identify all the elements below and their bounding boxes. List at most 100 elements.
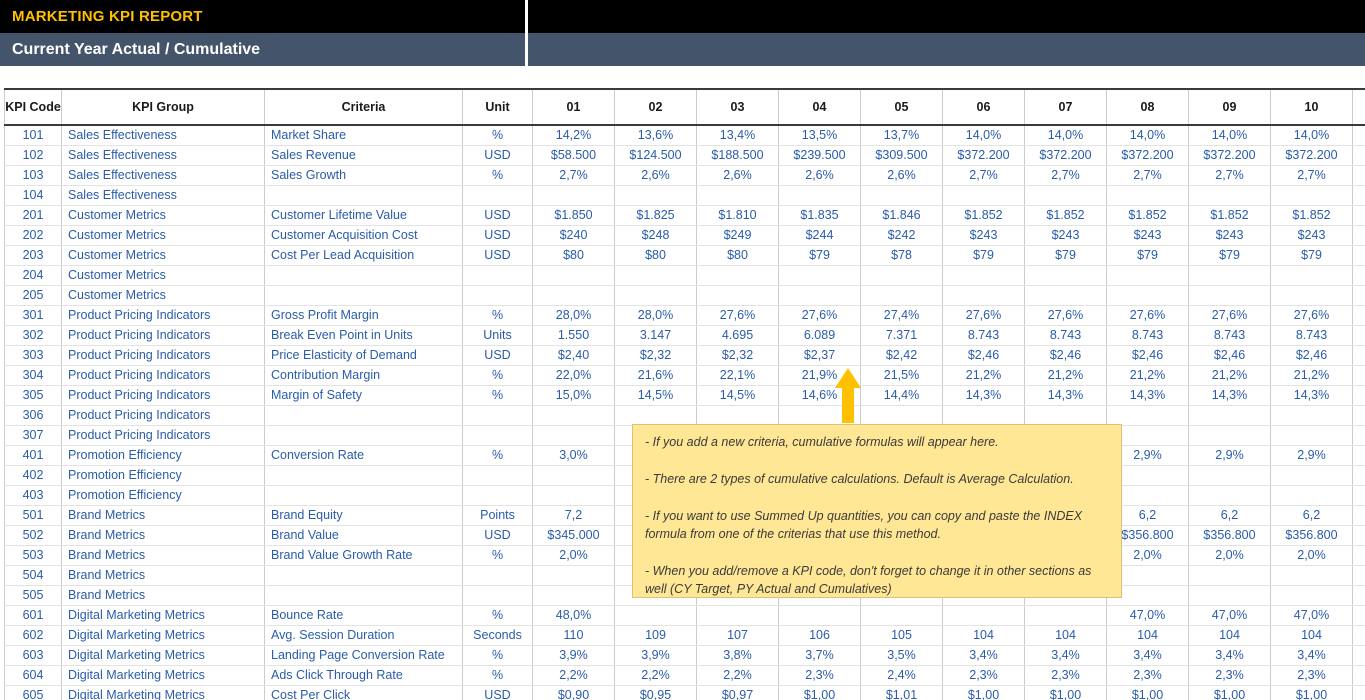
header-month-02[interactable]: 02 <box>614 88 697 126</box>
cell-value-m06[interactable]: $2,46 <box>942 345 1025 366</box>
cell-value-m03[interactable]: 4.695 <box>696 325 779 346</box>
cell-kpi-code[interactable]: 604 <box>4 665 62 686</box>
cell-unit[interactable]: % <box>462 125 533 146</box>
cell-value-m09[interactable]: 2,9% <box>1188 445 1271 466</box>
cell-value-m11[interactable] <box>1352 185 1365 206</box>
cell-value-m11[interactable] <box>1352 585 1365 606</box>
cell-value-m10[interactable]: $79 <box>1270 245 1353 266</box>
cell-criteria[interactable]: Gross Profit Margin <box>264 305 463 326</box>
cell-value-m11[interactable]: 21,2% <box>1352 365 1365 386</box>
cell-value-m03[interactable]: 13,4% <box>696 125 779 146</box>
cell-value-m10[interactable]: $1.852 <box>1270 205 1353 226</box>
cell-value-m01[interactable]: 7,2 <box>532 505 615 526</box>
cell-value-m01[interactable]: 3,9% <box>532 645 615 666</box>
header-criteria[interactable]: Criteria <box>264 88 463 126</box>
cell-kpi-code[interactable]: 605 <box>4 685 62 700</box>
cell-kpi-group[interactable]: Digital Marketing Metrics <box>61 625 265 646</box>
cell-kpi-code[interactable]: 601 <box>4 605 62 626</box>
cell-value-m07[interactable]: $1.852 <box>1024 205 1107 226</box>
cell-value-m05[interactable] <box>860 265 943 286</box>
cell-value-m02[interactable]: 21,6% <box>614 365 697 386</box>
cell-value-m11[interactable]: 47,0% <box>1352 605 1365 626</box>
cell-value-m11[interactable]: $243 <box>1352 225 1365 246</box>
cell-criteria[interactable] <box>264 485 463 506</box>
up-arrow-shape[interactable] <box>835 368 861 423</box>
cell-value-m10[interactable] <box>1270 185 1353 206</box>
cell-value-m09[interactable]: $2,46 <box>1188 345 1271 366</box>
cell-value-m10[interactable]: 47,0% <box>1270 605 1353 626</box>
cell-value-m05[interactable] <box>860 405 943 426</box>
header-kpi-group[interactable]: KPI Group <box>61 88 265 126</box>
cell-value-m08[interactable]: $372.200 <box>1106 145 1189 166</box>
cell-value-m01[interactable]: 28,0% <box>532 305 615 326</box>
cell-value-m05[interactable]: 13,7% <box>860 125 943 146</box>
cell-value-m09[interactable] <box>1188 465 1271 486</box>
cell-criteria[interactable]: Landing Page Conversion Rate <box>264 645 463 666</box>
header-unit[interactable]: Unit <box>462 88 533 126</box>
cell-value-m02[interactable] <box>614 265 697 286</box>
cell-value-m10[interactable]: 2,0% <box>1270 545 1353 566</box>
cell-value-m02[interactable]: $0,95 <box>614 685 697 700</box>
cell-value-m01[interactable]: 110 <box>532 625 615 646</box>
cell-value-m04[interactable] <box>778 285 861 306</box>
cell-value-m09[interactable] <box>1188 425 1271 446</box>
cell-kpi-group[interactable]: Customer Metrics <box>61 265 265 286</box>
cell-unit[interactable] <box>462 485 533 506</box>
cell-kpi-code[interactable]: 602 <box>4 625 62 646</box>
cell-criteria[interactable] <box>264 465 463 486</box>
cell-value-m08[interactable]: 27,6% <box>1106 305 1189 326</box>
cell-criteria[interactable] <box>264 285 463 306</box>
cell-value-m08[interactable]: $1.852 <box>1106 205 1189 226</box>
cell-value-m08[interactable]: 14,3% <box>1106 385 1189 406</box>
cell-value-m04[interactable]: 2,3% <box>778 665 861 686</box>
cell-unit[interactable]: % <box>462 445 533 466</box>
cell-value-m07[interactable]: 8.743 <box>1024 325 1107 346</box>
cell-value-m06[interactable] <box>942 285 1025 306</box>
cell-value-m06[interactable]: 3,4% <box>942 645 1025 666</box>
cell-unit[interactable]: USD <box>462 525 533 546</box>
cell-criteria[interactable]: Contribution Margin <box>264 365 463 386</box>
cell-value-m09[interactable]: $356.800 <box>1188 525 1271 546</box>
cell-value-m11[interactable] <box>1352 565 1365 586</box>
cell-value-m09[interactable]: 2,3% <box>1188 665 1271 686</box>
cell-value-m03[interactable] <box>696 185 779 206</box>
cell-value-m11[interactable] <box>1352 485 1365 506</box>
header-month-07[interactable]: 07 <box>1024 88 1107 126</box>
cell-value-m07[interactable] <box>1024 405 1107 426</box>
cell-value-m05[interactable]: $309.500 <box>860 145 943 166</box>
cell-value-m10[interactable]: 2,9% <box>1270 445 1353 466</box>
cell-kpi-group[interactable]: Product Pricing Indicators <box>61 385 265 406</box>
cell-value-m02[interactable]: 2,6% <box>614 165 697 186</box>
cell-value-m09[interactable] <box>1188 185 1271 206</box>
cell-value-m03[interactable]: $0,97 <box>696 685 779 700</box>
cell-value-m07[interactable]: 2,7% <box>1024 165 1107 186</box>
cell-value-m06[interactable]: 14,3% <box>942 385 1025 406</box>
cell-value-m08[interactable]: 2,7% <box>1106 165 1189 186</box>
cell-kpi-group[interactable]: Digital Marketing Metrics <box>61 645 265 666</box>
cell-value-m02[interactable]: 109 <box>614 625 697 646</box>
cell-kpi-code[interactable]: 101 <box>4 125 62 146</box>
cell-value-m05[interactable]: 2,6% <box>860 165 943 186</box>
cell-value-m07[interactable]: 21,2% <box>1024 365 1107 386</box>
cell-value-m10[interactable] <box>1270 585 1353 606</box>
cell-value-m01[interactable]: $0,90 <box>532 685 615 700</box>
cell-value-m10[interactable]: $2,46 <box>1270 345 1353 366</box>
cell-value-m01[interactable] <box>532 585 615 606</box>
cell-value-m11[interactable]: $356.800 <box>1352 525 1365 546</box>
header-kpi-code[interactable]: KPI Code <box>4 88 62 126</box>
cell-value-m02[interactable]: 2,2% <box>614 665 697 686</box>
cell-value-m06[interactable]: 2,7% <box>942 165 1025 186</box>
cell-value-m01[interactable] <box>532 425 615 446</box>
cell-value-m02[interactable] <box>614 405 697 426</box>
cell-value-m11[interactable]: 14,3% <box>1352 385 1365 406</box>
cell-value-m01[interactable]: 15,0% <box>532 385 615 406</box>
cell-value-m10[interactable]: $372.200 <box>1270 145 1353 166</box>
cell-value-m02[interactable] <box>614 185 697 206</box>
cell-kpi-code[interactable]: 303 <box>4 345 62 366</box>
cell-value-m07[interactable]: $372.200 <box>1024 145 1107 166</box>
cell-value-m08[interactable]: 3,4% <box>1106 645 1189 666</box>
cell-value-m07[interactable]: $243 <box>1024 225 1107 246</box>
cell-kpi-code[interactable]: 307 <box>4 425 62 446</box>
cell-kpi-group[interactable]: Brand Metrics <box>61 565 265 586</box>
cell-value-m03[interactable]: 3,8% <box>696 645 779 666</box>
